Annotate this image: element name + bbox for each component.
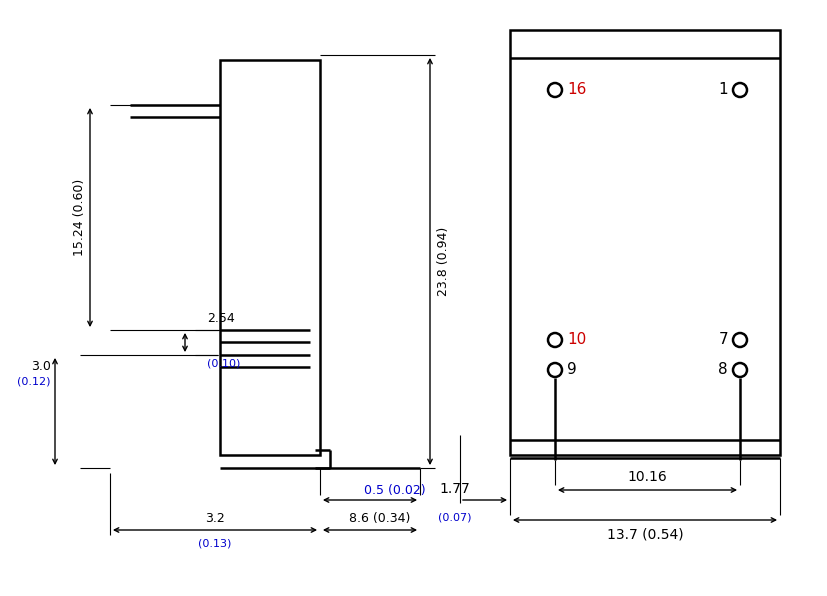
- Text: (0.07): (0.07): [438, 512, 471, 522]
- Text: (0.12): (0.12): [17, 377, 51, 387]
- Text: 1: 1: [719, 82, 728, 98]
- Bar: [220, 60, 320, 455]
- Text: 10: 10: [567, 333, 586, 347]
- Text: 13.7 (0.54): 13.7 (0.54): [607, 528, 683, 542]
- Text: 2.54: 2.54: [207, 312, 235, 325]
- Text: 8.6 (0.34): 8.6 (0.34): [349, 512, 411, 525]
- Bar: [510, 30, 780, 455]
- Text: 7: 7: [719, 333, 728, 347]
- Text: (0.10): (0.10): [207, 358, 241, 368]
- Text: 1.77: 1.77: [440, 482, 471, 496]
- Text: 3.0: 3.0: [31, 360, 51, 373]
- Text: 16: 16: [567, 82, 586, 98]
- Text: 8: 8: [719, 362, 728, 377]
- Text: 10.16: 10.16: [627, 470, 667, 484]
- Text: 0.5 (0.02): 0.5 (0.02): [364, 484, 426, 497]
- Text: 9: 9: [567, 362, 576, 377]
- Text: 23.8 (0.94): 23.8 (0.94): [437, 227, 451, 296]
- Text: (0.13): (0.13): [198, 538, 232, 548]
- Text: 3.2: 3.2: [205, 512, 225, 525]
- Text: 15.24 (0.60): 15.24 (0.60): [74, 179, 87, 256]
